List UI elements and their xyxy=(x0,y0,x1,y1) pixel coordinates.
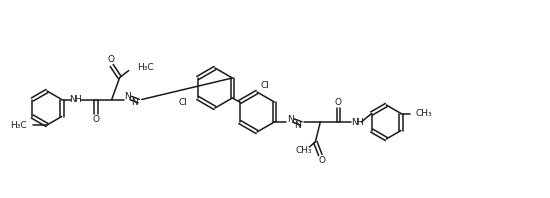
Text: H₃C: H₃C xyxy=(10,121,27,129)
Text: CH₃: CH₃ xyxy=(295,146,312,154)
Text: CH₃: CH₃ xyxy=(415,109,432,118)
Text: H₃C: H₃C xyxy=(137,63,153,72)
Text: O: O xyxy=(319,155,326,165)
Text: Cl: Cl xyxy=(179,97,188,107)
Text: N: N xyxy=(124,92,131,101)
Text: H: H xyxy=(356,117,362,127)
Text: N: N xyxy=(287,114,294,124)
Text: Cl: Cl xyxy=(260,81,269,89)
Text: O: O xyxy=(107,55,114,64)
Text: H: H xyxy=(74,95,81,104)
Text: N: N xyxy=(69,95,76,104)
Text: N: N xyxy=(131,98,138,107)
Text: O: O xyxy=(335,97,342,107)
Text: N: N xyxy=(351,117,358,127)
Text: O: O xyxy=(92,115,99,124)
Text: N: N xyxy=(294,121,301,129)
